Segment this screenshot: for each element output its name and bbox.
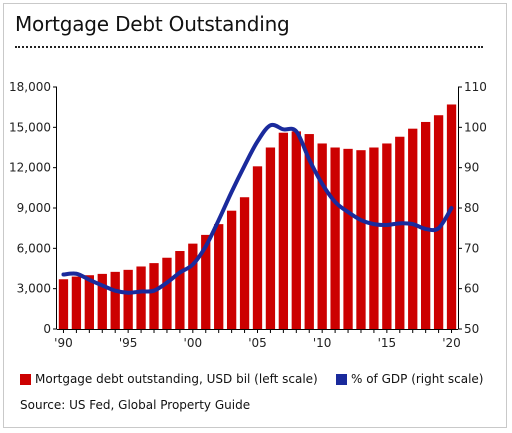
left-tick-label: 6,000 [17,241,51,255]
right-tick-label: 90 [464,161,479,175]
left-tick-label: 15,000 [9,120,51,134]
right-tick-label: 50 [464,322,479,336]
bar-2003 [226,210,237,329]
x-tick-label: '20 [442,336,461,350]
bar-1992 [84,275,94,329]
bar-1993 [97,273,107,329]
left-tick-label: 18,000 [9,80,51,94]
bar-1991 [71,276,82,329]
bar-2016 [395,136,405,329]
bar-2017 [408,128,418,329]
x-tick-label: '90 [54,336,73,350]
bar-1995 [123,269,133,329]
x-tick-label: '15 [378,336,397,350]
right-tick-label: 100 [464,120,487,134]
x-tick-label: '00 [184,336,203,350]
bar-1998 [162,257,172,329]
legend-swatch-bars [20,373,31,385]
bar-2004 [239,197,250,329]
bar-2008 [291,131,301,329]
bar-2013 [356,150,366,329]
gdp-share-line [61,122,454,295]
legend-label-bars: Mortgage debt outstanding, USD bil (left… [35,372,318,386]
legend-swatch-line [336,373,347,385]
bar-2006 [265,147,276,329]
left-tick-label: 0 [43,322,51,336]
bar-series [58,104,457,330]
x-tick-label: '05 [248,336,267,350]
line-series [61,122,454,295]
bar-2007 [278,132,289,329]
bar-2018 [421,121,431,330]
bar-2001 [201,234,211,329]
bar-1997 [149,263,159,329]
bar-1994 [110,271,120,329]
bar-1990 [58,279,69,329]
left-tick-label: 12,000 [9,161,51,175]
left-tick-label: 3,000 [17,282,51,296]
title-divider [15,46,483,48]
bar-2002 [214,224,224,329]
bar-2011 [330,147,340,329]
source-note: Source: US Fed, Global Property Guide [20,398,251,412]
chart-title: Mortgage Debt Outstanding [15,12,290,36]
left-tick-label: 9,000 [17,201,51,215]
bar-2020 [446,104,457,329]
right-tick-label: 110 [464,80,487,94]
right-tick-label: 70 [464,241,479,255]
bar-2005 [252,166,263,329]
legend-label-line: % of GDP (right scale) [351,372,484,386]
x-tick-label: '95 [119,336,138,350]
bar-2014 [369,147,379,329]
legend-item-bars: Mortgage debt outstanding, USD bil (left… [20,372,318,386]
bar-2015 [382,143,392,329]
right-tick-label: 60 [464,282,479,296]
legend-item-line: % of GDP (right scale) [336,372,483,386]
right-tick-label: 80 [464,201,479,215]
bar-1999 [175,251,185,329]
bar-2012 [343,148,353,329]
bar-2010 [317,143,327,329]
axes: 0 50 3,000 60 6,000 70 9,000 80 12,000 90 15,000 10… [9,80,487,350]
bar-2019 [433,115,444,329]
bar-2009 [304,134,314,329]
bar-2000 [188,243,198,329]
x-tick-label: '10 [313,336,332,350]
bar-1996 [136,266,146,329]
